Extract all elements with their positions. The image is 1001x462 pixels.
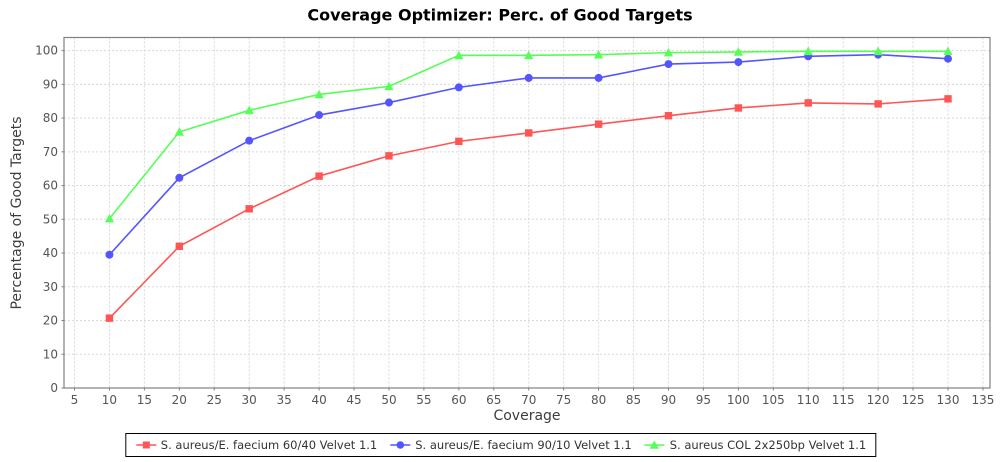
svg-text:30: 30 bbox=[242, 393, 257, 407]
svg-text:85: 85 bbox=[626, 393, 641, 407]
data-point bbox=[244, 105, 254, 115]
legend-label: S. aureus COL 2x250bp Velvet 1.1 bbox=[669, 438, 867, 452]
data-point bbox=[245, 136, 254, 145]
svg-text:80: 80 bbox=[591, 393, 606, 407]
data-point bbox=[524, 73, 533, 82]
data-point bbox=[525, 129, 533, 137]
data-point bbox=[873, 46, 883, 56]
data-point bbox=[315, 172, 323, 180]
plot-border bbox=[63, 36, 991, 389]
legend-marker-triangle bbox=[644, 440, 665, 449]
svg-text:20: 20 bbox=[43, 314, 58, 328]
svg-text:45: 45 bbox=[346, 393, 361, 407]
data-point bbox=[245, 205, 253, 213]
svg-text:40: 40 bbox=[311, 393, 326, 407]
data-point bbox=[384, 98, 393, 107]
svg-text:70: 70 bbox=[43, 145, 58, 159]
data-point bbox=[594, 120, 603, 128]
series-2 bbox=[104, 46, 953, 223]
svg-text:65: 65 bbox=[486, 393, 501, 407]
data-point bbox=[105, 250, 114, 259]
x-axis-label: Coverage bbox=[493, 408, 561, 424]
legend-item-series-2: S. aureus COL 2x250bp Velvet 1.1 bbox=[644, 438, 866, 452]
svg-text:10: 10 bbox=[43, 347, 58, 361]
data-point bbox=[454, 83, 463, 92]
svg-text:60: 60 bbox=[43, 179, 58, 193]
data-point bbox=[314, 89, 324, 99]
data-point bbox=[733, 47, 743, 56]
svg-text:120: 120 bbox=[867, 393, 890, 407]
svg-text:5: 5 bbox=[71, 393, 79, 407]
data-point bbox=[104, 214, 115, 223]
svg-text:105: 105 bbox=[762, 393, 785, 407]
svg-text:25: 25 bbox=[207, 393, 222, 407]
svg-text:100: 100 bbox=[35, 44, 58, 58]
svg-text:100: 100 bbox=[727, 393, 750, 407]
data-point bbox=[594, 50, 604, 59]
svg-text:35: 35 bbox=[276, 393, 291, 407]
svg-text:50: 50 bbox=[381, 393, 396, 407]
svg-text:135: 135 bbox=[971, 393, 994, 407]
tick-marks bbox=[61, 50, 984, 391]
data-point bbox=[734, 58, 743, 67]
data-point bbox=[944, 95, 952, 103]
data-point bbox=[594, 73, 603, 82]
svg-text:90: 90 bbox=[661, 393, 676, 407]
svg-text:90: 90 bbox=[43, 77, 58, 91]
legend-item-series-0: S. aureus/E. faecium 60/40 Velvet 1.1 bbox=[135, 438, 377, 452]
svg-text:55: 55 bbox=[416, 393, 431, 407]
gridlines bbox=[64, 37, 990, 388]
legend-label: S. aureus/E. faecium 60/40 Velvet 1.1 bbox=[160, 438, 378, 452]
tick-labels: 5 10 15 20 25 30 35 40 45 50 55 60 65 70 75 80 85 90 95 100… bbox=[35, 44, 994, 407]
svg-text:110: 110 bbox=[797, 393, 820, 407]
data-point bbox=[944, 54, 952, 63]
legend-marker-square bbox=[135, 441, 156, 449]
legend: S. aureus/E. faecium 60/40 Velvet 1.1 S.… bbox=[124, 433, 877, 457]
chart-title: Coverage Optimizer: Perc. of Good Target… bbox=[307, 5, 693, 25]
data-point bbox=[454, 50, 464, 60]
data-point bbox=[455, 137, 463, 146]
svg-text:50: 50 bbox=[43, 212, 58, 226]
svg-text:115: 115 bbox=[832, 393, 855, 407]
data-point bbox=[803, 46, 813, 56]
legend-item-series-1: S. aureus/E. faecium 90/10 Velvet 1.1 bbox=[389, 438, 632, 452]
svg-text:60: 60 bbox=[451, 393, 466, 407]
legend-label: S. aureus/E. faecium 90/10 Velvet 1.1 bbox=[415, 438, 632, 452]
series-0 bbox=[105, 95, 952, 322]
svg-text:125: 125 bbox=[902, 393, 925, 407]
data-point bbox=[874, 100, 882, 108]
svg-text:0: 0 bbox=[50, 381, 58, 395]
svg-text:40: 40 bbox=[43, 246, 58, 260]
svg-text:130: 130 bbox=[937, 393, 960, 407]
data-point bbox=[664, 60, 673, 69]
svg-text:70: 70 bbox=[521, 393, 536, 407]
data-point bbox=[943, 46, 953, 56]
data-point bbox=[315, 111, 324, 120]
legend-marker-circle bbox=[390, 441, 411, 449]
data-point bbox=[175, 173, 184, 182]
data-point bbox=[175, 242, 184, 250]
data-point bbox=[804, 99, 812, 107]
data-point bbox=[663, 48, 674, 57]
svg-text:80: 80 bbox=[43, 111, 58, 125]
svg-text:75: 75 bbox=[556, 393, 571, 407]
svg-text:30: 30 bbox=[43, 280, 58, 294]
svg-text:95: 95 bbox=[696, 393, 711, 407]
svg-text:15: 15 bbox=[137, 393, 152, 407]
data-point bbox=[384, 81, 394, 91]
data-point bbox=[524, 50, 534, 60]
svg-text:20: 20 bbox=[172, 393, 187, 407]
data-point bbox=[664, 112, 673, 120]
data-point bbox=[734, 104, 743, 112]
data-point bbox=[105, 314, 114, 322]
svg-text:10: 10 bbox=[102, 393, 117, 407]
data-point bbox=[174, 127, 184, 136]
data-point bbox=[385, 152, 393, 160]
